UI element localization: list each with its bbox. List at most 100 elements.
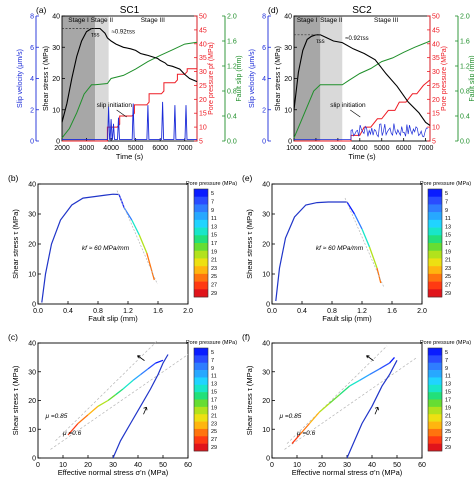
x-tick-label: 50	[159, 462, 167, 469]
colorbar-frame	[193, 347, 209, 452]
y-tick-label: 40	[262, 341, 270, 348]
y-tick-label: 30	[284, 45, 292, 52]
reactivation-curve	[146, 252, 155, 281]
stage-label: Stage II	[91, 17, 114, 24]
reactivation-curve	[132, 374, 141, 381]
mu-085-label: μ =0.85	[279, 413, 302, 420]
reactivation-curve	[339, 385, 350, 396]
y-tick-label: 6	[30, 45, 34, 52]
y-axis-label: Shear stress τ (MPa)	[245, 209, 254, 279]
colorbar-cell	[428, 443, 442, 452]
colorbar-label: 7	[445, 199, 448, 205]
y-tick-label: 15	[199, 111, 207, 118]
colorbar-label: 21	[445, 258, 451, 264]
y-axis-label: Fault slip (mm)	[469, 55, 474, 101]
x-tick-label: 10	[293, 462, 301, 469]
x-tick-label: 2.0	[183, 308, 193, 315]
colorbar-cell	[194, 384, 208, 393]
x-axis-label: Effective normal stress σ'n (MPa)	[292, 468, 403, 477]
y-tick-label: 8	[30, 14, 34, 21]
slip-initiation-label: slip initiation	[97, 102, 133, 109]
x-axis-label: Fault slip (mm)	[88, 314, 138, 323]
y-tick-label: 0	[32, 456, 36, 463]
slip-initiation-label: slip initiation	[330, 102, 366, 109]
ratio-label: ≈0.92τss	[345, 36, 368, 42]
colorbar-cell	[194, 362, 208, 371]
colorbar-label: 13	[211, 382, 217, 388]
loading-arrow	[143, 406, 148, 415]
panel-title: SC2	[352, 5, 372, 16]
reactivation-curve	[299, 423, 310, 436]
panel-letter: (d)	[268, 5, 279, 15]
x-tick-label: 0.0	[33, 308, 43, 315]
y-tick-label: 4	[262, 76, 266, 83]
colorbar-cell	[194, 235, 208, 244]
y-tick-label: 50	[432, 14, 440, 21]
colorbar-cell	[428, 377, 442, 386]
colorbar-label: 15	[445, 390, 451, 396]
y-axis-label: Shear stress τ (MPa)	[275, 46, 282, 111]
colorbar-label: 17	[211, 398, 217, 404]
colorbar-label: 11	[445, 374, 451, 380]
y-axis-label: Slip velocity (μm/s)	[249, 49, 256, 108]
y-tick-label: 10	[262, 427, 270, 434]
stage-label: Stage III	[374, 17, 398, 24]
colorbar-cell	[428, 258, 442, 267]
y-tick-label: 0.8	[227, 89, 237, 96]
colorbar-label: 27	[445, 437, 451, 443]
y-tick-label: 30	[262, 212, 270, 219]
reactivation-curve	[291, 434, 300, 445]
colorbar-label: 25	[445, 274, 451, 280]
plot-frame	[37, 342, 189, 459]
colorbar-cell	[428, 399, 442, 408]
y-tick-label: 1.6	[460, 39, 470, 46]
loading-arrow	[374, 406, 379, 415]
y-tick-label: 50	[199, 14, 207, 21]
x-tick-label: 0	[270, 462, 274, 469]
reactivation-curve	[77, 414, 89, 424]
colorbar-label: 17	[211, 241, 217, 247]
reactivation-curve	[107, 394, 116, 402]
colorbar-label: 9	[211, 366, 214, 372]
y-tick-label: 45	[199, 27, 207, 34]
x-tick-label: 2000	[54, 145, 70, 152]
y-tick-label: 10	[28, 272, 36, 279]
x-tick-label: 10	[59, 462, 67, 469]
y-tick-label: 30	[28, 369, 36, 376]
loading-curve	[275, 201, 347, 302]
colorbar-label: 27	[211, 437, 217, 443]
colorbar-cell	[428, 362, 442, 371]
y-tick-label: 40	[284, 14, 292, 21]
y-tick-label: 0	[266, 456, 270, 463]
x-tick-label: 1.2	[123, 308, 133, 315]
colorbar-label: 25	[445, 429, 451, 435]
colorbar-label: 9	[445, 208, 448, 214]
colorbar-cell	[428, 392, 442, 400]
colorbar-label: 5	[211, 191, 214, 197]
loading-curve	[346, 360, 398, 459]
colorbar-label: 23	[445, 266, 451, 272]
x-axis-label: Time (s)	[348, 152, 376, 161]
tau-ss-label: τss	[91, 33, 99, 39]
colorbar-cell	[428, 243, 442, 252]
colorbar-label: 29	[445, 445, 451, 451]
colorbar-cell	[194, 436, 208, 444]
y-tick-label: 0.4	[460, 114, 470, 121]
y-tick-label: 20	[262, 398, 270, 405]
y-tick-label: 30	[262, 369, 270, 376]
colorbar-cell	[194, 377, 208, 386]
colorbar-label: 17	[445, 398, 451, 404]
colorbar-label: 29	[211, 445, 217, 451]
fault-slip-line	[293, 40, 431, 139]
colorbar-label: 9	[211, 208, 214, 214]
colorbar-cell	[194, 399, 208, 408]
y-tick-label: 0	[30, 139, 34, 146]
y-tick-label: 40	[432, 41, 440, 48]
y-tick-label: 40	[262, 182, 270, 189]
x-axis-label: Effective normal stress σ'n (MPa)	[58, 468, 169, 477]
x-tick-label: 30	[343, 462, 351, 469]
colorbar-label: 27	[445, 283, 451, 289]
reactivation-curve	[369, 368, 380, 376]
y-axis-label: Pore pressure pf (MPa)	[208, 42, 215, 115]
